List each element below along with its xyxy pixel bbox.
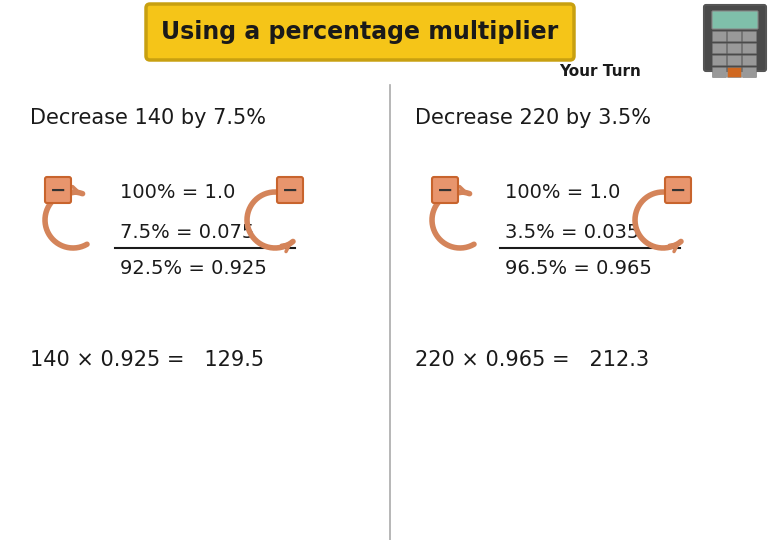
FancyBboxPatch shape [665,177,691,203]
FancyBboxPatch shape [712,31,726,42]
FancyBboxPatch shape [432,177,458,203]
Text: −: − [50,180,66,199]
FancyBboxPatch shape [277,177,303,203]
Text: Your Turn: Your Turn [559,64,641,79]
Text: 3.5% = 0.035: 3.5% = 0.035 [505,222,640,241]
Text: 92.5% = 0.925: 92.5% = 0.925 [120,259,267,278]
FancyBboxPatch shape [743,44,757,53]
FancyBboxPatch shape [712,68,726,78]
Text: 100% = 1.0: 100% = 1.0 [505,183,620,201]
Text: 96.5% = 0.965: 96.5% = 0.965 [505,259,652,278]
FancyBboxPatch shape [728,68,742,78]
FancyBboxPatch shape [743,31,757,42]
Text: 7.5% = 0.075: 7.5% = 0.075 [120,222,254,241]
Text: 220 × 0.965 =   212.3: 220 × 0.965 = 212.3 [415,350,649,370]
FancyBboxPatch shape [704,5,766,71]
FancyBboxPatch shape [728,56,742,65]
FancyBboxPatch shape [712,56,726,65]
FancyBboxPatch shape [712,11,758,29]
Text: 100% = 1.0: 100% = 1.0 [120,183,236,201]
FancyBboxPatch shape [45,177,71,203]
FancyBboxPatch shape [743,56,757,65]
FancyBboxPatch shape [728,31,742,42]
Text: Decrease 220 by 3.5%: Decrease 220 by 3.5% [415,108,651,128]
Text: −: − [670,180,686,199]
Text: Using a percentage multiplier: Using a percentage multiplier [161,20,558,44]
Text: Decrease 140 by 7.5%: Decrease 140 by 7.5% [30,108,266,128]
FancyBboxPatch shape [743,68,757,78]
FancyBboxPatch shape [712,44,726,53]
Text: 140 × 0.925 =   129.5: 140 × 0.925 = 129.5 [30,350,264,370]
Text: −: − [437,180,453,199]
Text: −: − [282,180,298,199]
FancyBboxPatch shape [146,4,574,60]
FancyBboxPatch shape [728,44,742,53]
